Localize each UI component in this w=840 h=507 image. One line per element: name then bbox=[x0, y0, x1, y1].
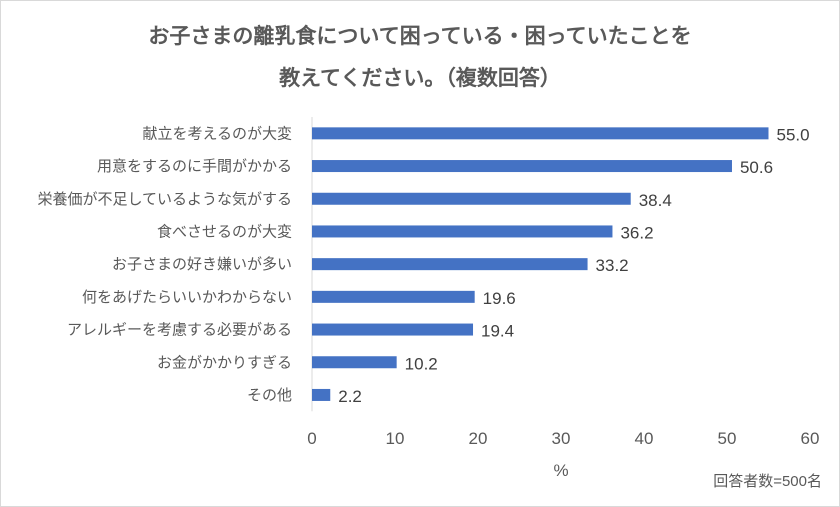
category-label: お子さまの好き嫌いが多い bbox=[112, 256, 292, 273]
category-label: 食べさせるのが大変 bbox=[157, 223, 292, 240]
bar bbox=[312, 192, 631, 205]
x-tick-label: 60 bbox=[801, 429, 820, 448]
x-tick-label: 20 bbox=[469, 429, 488, 448]
x-tick-label: 0 bbox=[307, 429, 316, 448]
chart-title-line-1: お子さまの離乳食について困っている・困っていたことを bbox=[148, 25, 692, 48]
x-axis-label: % bbox=[553, 461, 568, 480]
data-label: 33.2 bbox=[596, 256, 629, 275]
bar bbox=[312, 127, 769, 140]
bar bbox=[312, 258, 588, 271]
data-label: 36.2 bbox=[620, 223, 653, 242]
x-tick-label: 50 bbox=[718, 429, 737, 448]
data-label: 19.6 bbox=[483, 289, 516, 308]
bar bbox=[312, 356, 397, 369]
category-label: 何をあげたらいいかわからない bbox=[82, 289, 292, 306]
category-label: アレルギーを考慮する必要がある bbox=[67, 322, 292, 339]
x-tick-label: 10 bbox=[386, 429, 405, 448]
respondent-count-note: 回答者数=500名 bbox=[713, 473, 822, 490]
x-tick-label: 40 bbox=[635, 429, 654, 448]
category-label: 用意をするのに手間がかかる bbox=[97, 157, 292, 175]
bar bbox=[312, 388, 331, 401]
bar bbox=[312, 290, 475, 303]
data-label: 10.2 bbox=[405, 354, 438, 373]
bar bbox=[312, 160, 732, 173]
data-label: 19.4 bbox=[481, 322, 514, 341]
data-label: 2.2 bbox=[338, 387, 362, 406]
data-label: 38.4 bbox=[639, 191, 672, 210]
data-label: 50.6 bbox=[740, 158, 773, 177]
bar bbox=[312, 225, 613, 238]
chart-title-line-2: 教えてください。（複数回答） bbox=[279, 67, 561, 90]
bar bbox=[312, 323, 474, 336]
category-label: お金がかかりすぎる bbox=[157, 354, 292, 371]
category-label: 栄養価が不足しているような気がする bbox=[37, 191, 292, 208]
data-label: 55.0 bbox=[777, 125, 810, 144]
x-tick-label: 30 bbox=[552, 429, 571, 448]
category-label: 献立を考えるのが大変 bbox=[142, 125, 292, 142]
category-label: その他 bbox=[247, 387, 292, 404]
